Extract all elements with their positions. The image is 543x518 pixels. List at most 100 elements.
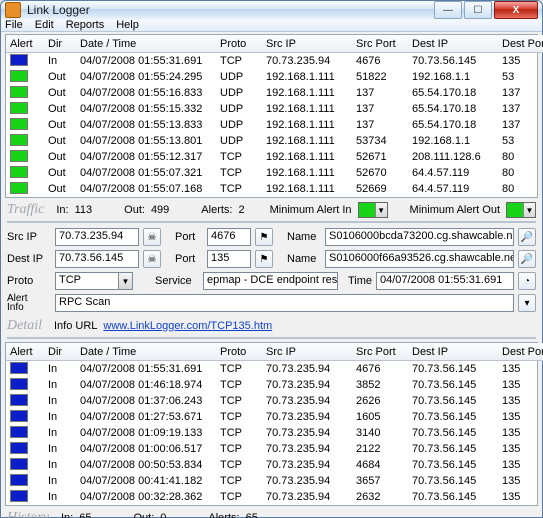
clock-icon[interactable]: ◔ — [518, 272, 536, 290]
table-row[interactable]: In04/07/2008 00:32:28.362TCP70.73.235.94… — [6, 489, 543, 505]
infourl-link[interactable]: www.LinkLogger.com/TCP135.htm — [103, 320, 272, 332]
cell-destport: 80 — [498, 182, 543, 196]
table-row[interactable]: In04/07/2008 01:55:31.691TCP70.73.235.94… — [6, 361, 543, 377]
cell-destip: 70.73.56.145 — [408, 474, 498, 488]
cell-proto: TCP — [216, 362, 262, 376]
col-dir[interactable]: Dir — [44, 37, 76, 51]
history-alerts-label: Alerts: — [208, 512, 239, 518]
close-button[interactable]: X — [494, 1, 538, 19]
cell-srcip: 70.73.235.94 — [262, 394, 352, 408]
cell-dir: Out — [44, 150, 76, 164]
cell-dir: In — [44, 474, 76, 488]
table-row[interactable]: In04/07/2008 01:46:18.974TCP70.73.235.94… — [6, 377, 543, 393]
srcip-lookup-icon[interactable]: ☠ — [143, 228, 161, 246]
menu-edit[interactable]: Edit — [35, 19, 54, 31]
col-srcport[interactable]: Src Port — [352, 345, 408, 359]
menu-reports[interactable]: Reports — [66, 19, 105, 31]
cell-proto: UDP — [216, 118, 262, 132]
cell-destip: 70.73.56.145 — [408, 378, 498, 392]
traffic-in-value: 113 — [75, 204, 93, 216]
col-alert[interactable]: Alert — [6, 37, 44, 51]
table-row[interactable]: Out04/07/2008 01:55:13.833UDP192.168.1.1… — [6, 117, 543, 133]
infourl-label: Info URL — [54, 320, 97, 332]
cell-datetime: 04/07/2008 01:55:07.321 — [76, 166, 216, 180]
cell-destip: 192.168.1.1 — [408, 134, 498, 148]
col-proto[interactable]: Proto — [216, 37, 262, 51]
srcname-field[interactable]: S0106000bcda73200.cg.shawcable.net — [325, 228, 514, 246]
table-row[interactable]: In04/07/2008 00:50:53.834TCP70.73.235.94… — [6, 457, 543, 473]
table-row[interactable]: In04/07/2008 01:09:19.133TCP70.73.235.94… — [6, 425, 543, 441]
alertinfo-field[interactable]: RPC Scan — [55, 294, 514, 312]
cell-proto: TCP — [216, 54, 262, 68]
history-out-value: 0 — [160, 512, 166, 518]
table-row[interactable]: Out04/07/2008 01:55:24.295UDP192.168.1.1… — [6, 69, 543, 85]
col-destport[interactable]: Dest Port — [498, 345, 543, 359]
separator[interactable] — [7, 337, 536, 339]
proto-dropdown[interactable]: TCP▼ — [55, 272, 133, 290]
cell-proto: TCP — [216, 474, 262, 488]
col-destip[interactable]: Dest IP — [408, 37, 498, 51]
table-row[interactable]: In04/07/2008 01:27:53.671TCP70.73.235.94… — [6, 409, 543, 425]
min-alert-out-dropdown[interactable]: ▼ — [506, 202, 536, 218]
col-datetime[interactable]: Date / Time — [76, 345, 216, 359]
col-datetime[interactable]: Date / Time — [76, 37, 216, 51]
alertinfo-expand-icon[interactable]: ▾ — [518, 294, 536, 312]
table-row[interactable]: Out04/07/2008 01:55:07.321TCP192.168.1.1… — [6, 165, 543, 181]
col-destport[interactable]: Dest Port — [498, 37, 543, 51]
table-row[interactable]: In04/07/2008 01:55:31.691TCP70.73.235.94… — [6, 53, 543, 69]
col-alert[interactable]: Alert — [6, 345, 44, 359]
separator[interactable] — [7, 221, 536, 223]
menu-help[interactable]: Help — [116, 19, 139, 31]
table-row[interactable]: In04/07/2008 01:37:06.243TCP70.73.235.94… — [6, 393, 543, 409]
destname-field[interactable]: S0106000f66a93526.cg.shawcable.net — [325, 250, 514, 268]
col-dir[interactable]: Dir — [44, 345, 76, 359]
cell-srcport: 3657 — [352, 474, 408, 488]
destip-lookup-icon[interactable]: ☠ — [143, 250, 161, 268]
service-field[interactable]: epmap - DCE endpoint resolution, Net Sen… — [203, 272, 338, 290]
srcport-lookup-icon[interactable]: ⚑ — [255, 228, 273, 246]
table-row[interactable]: In04/07/2008 01:00:06.517TCP70.73.235.94… — [6, 441, 543, 457]
binoculars-icon[interactable]: 🔎 — [518, 250, 536, 268]
table-row[interactable]: Out04/07/2008 01:55:15.332UDP192.168.1.1… — [6, 101, 543, 117]
cell-datetime: 04/07/2008 01:55:07.168 — [76, 182, 216, 196]
col-srcip[interactable]: Src IP — [262, 37, 352, 51]
min-alert-out-label: Minimum Alert Out — [410, 204, 500, 216]
cell-destport: 135 — [498, 362, 543, 376]
binoculars-icon[interactable]: 🔎 — [518, 228, 536, 246]
traffic-table-header[interactable]: Alert Dir Date / Time Proto Src IP Src P… — [6, 35, 543, 53]
destip-field[interactable]: 70.73.56.145 — [55, 250, 139, 268]
table-row[interactable]: Out04/07/2008 01:55:07.168TCP192.168.1.1… — [6, 181, 543, 197]
cell-datetime: 04/07/2008 00:32:28.362 — [76, 490, 216, 504]
time-field[interactable]: 04/07/2008 01:55:31.691 — [376, 272, 514, 290]
min-alert-in-dropdown[interactable]: ▼ — [358, 202, 388, 218]
history-in-label: In: — [61, 512, 73, 518]
time-label: Time — [342, 275, 372, 287]
col-proto[interactable]: Proto — [216, 345, 262, 359]
table-row[interactable]: Out04/07/2008 01:55:16.833UDP192.168.1.1… — [6, 85, 543, 101]
menu-file[interactable]: File — [5, 19, 23, 31]
destname-label: Name — [287, 253, 321, 265]
minimize-button[interactable]: — — [434, 1, 462, 19]
alertinfo-label: Alert Info — [7, 294, 51, 312]
menubar: File Edit Reports Help — [1, 19, 542, 32]
maximize-button[interactable]: ☐ — [464, 1, 492, 19]
alert-swatch — [10, 166, 28, 178]
history-table-header[interactable]: Alert Dir Date / Time Proto Src IP Src P… — [6, 343, 543, 361]
col-srcip[interactable]: Src IP — [262, 345, 352, 359]
col-destip[interactable]: Dest IP — [408, 345, 498, 359]
alert-swatch — [10, 378, 28, 390]
table-row[interactable]: Out04/07/2008 01:55:13.801UDP192.168.1.1… — [6, 133, 543, 149]
cell-destip: 64.4.57.119 — [408, 166, 498, 180]
alert-swatch — [10, 134, 28, 146]
cell-dir: Out — [44, 102, 76, 116]
titlebar[interactable]: Link Logger — ☐ X — [1, 1, 542, 19]
srcip-field[interactable]: 70.73.235.94 — [55, 228, 139, 246]
table-row[interactable]: In04/07/2008 00:41:41.182TCP70.73.235.94… — [6, 473, 543, 489]
table-row[interactable]: Out04/07/2008 01:55:12.317TCP192.168.1.1… — [6, 149, 543, 165]
cell-destip: 65.54.170.18 — [408, 86, 498, 100]
srcport-field[interactable]: 4676 — [207, 228, 251, 246]
cell-datetime: 04/07/2008 01:55:31.691 — [76, 54, 216, 68]
destport-lookup-icon[interactable]: ⚑ — [255, 250, 273, 268]
col-srcport[interactable]: Src Port — [352, 37, 408, 51]
destport-field[interactable]: 135 — [207, 250, 251, 268]
